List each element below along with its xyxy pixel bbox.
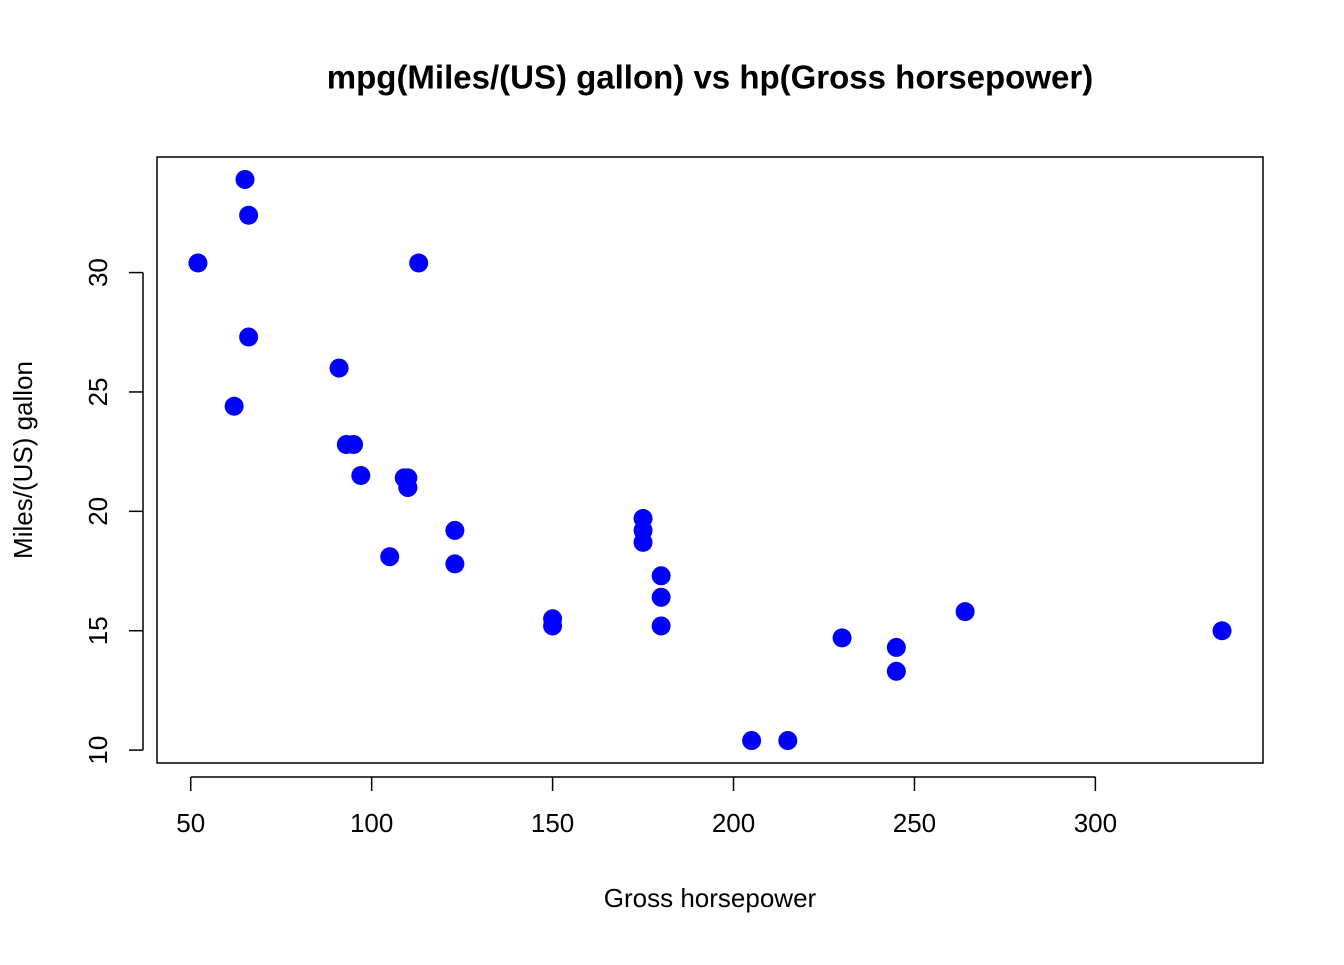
point	[886, 637, 906, 657]
chart-title: mpg(Miles/(US) gallon) vs hp(Gross horse…	[327, 59, 1093, 96]
point	[394, 468, 414, 488]
x-tick-label: 250	[893, 808, 936, 838]
point	[742, 731, 762, 751]
point	[445, 520, 465, 540]
point	[955, 602, 975, 622]
point	[224, 396, 244, 416]
x-tick-label: 300	[1074, 808, 1117, 838]
point	[329, 358, 349, 378]
point	[380, 547, 400, 567]
x-axis-label: Gross horsepower	[604, 883, 817, 913]
point	[778, 731, 798, 751]
y-axis-label: Miles/(US) gallon	[8, 361, 38, 559]
x-tick-label: 150	[531, 808, 574, 838]
x-tick-label: 50	[176, 808, 205, 838]
point	[832, 628, 852, 648]
point	[344, 434, 364, 454]
point	[351, 466, 371, 486]
point	[239, 327, 259, 347]
point	[651, 566, 671, 586]
y-tick-label: 30	[83, 258, 113, 287]
point	[651, 587, 671, 607]
x-tick-label: 200	[712, 808, 755, 838]
point	[886, 661, 906, 681]
point	[409, 253, 429, 273]
point	[633, 508, 653, 528]
point	[543, 616, 563, 636]
point	[651, 616, 671, 636]
y-tick-label: 20	[83, 497, 113, 526]
plot-frame	[156, 156, 1264, 764]
point	[445, 554, 465, 574]
y-tick-label: 15	[83, 616, 113, 645]
x-tick-label: 100	[350, 808, 393, 838]
y-tick-label: 25	[83, 377, 113, 406]
point	[1212, 621, 1232, 641]
point	[239, 205, 259, 225]
y-tick-label: 10	[83, 736, 113, 765]
point	[235, 169, 255, 189]
point	[188, 253, 208, 273]
